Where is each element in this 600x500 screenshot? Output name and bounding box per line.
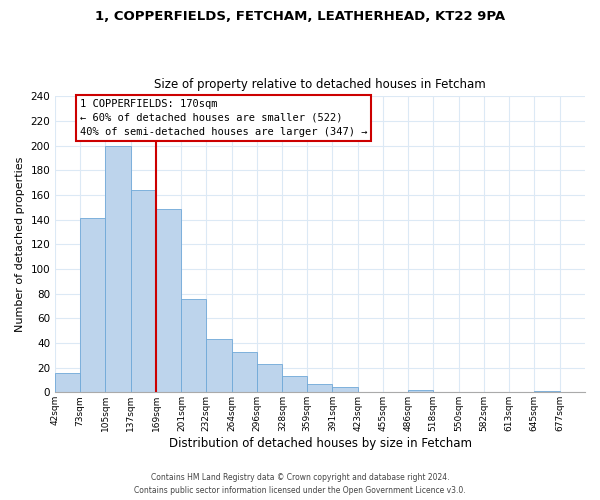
Bar xyxy=(55,372,80,392)
Bar xyxy=(181,298,206,392)
Title: Size of property relative to detached houses in Fetcham: Size of property relative to detached ho… xyxy=(154,78,486,91)
Bar xyxy=(131,190,156,392)
Text: Contains HM Land Registry data © Crown copyright and database right 2024.
Contai: Contains HM Land Registry data © Crown c… xyxy=(134,473,466,495)
Y-axis label: Number of detached properties: Number of detached properties xyxy=(15,156,25,332)
Bar xyxy=(408,390,433,392)
Text: 1 COPPERFIELDS: 170sqm
← 60% of detached houses are smaller (522)
40% of semi-de: 1 COPPERFIELDS: 170sqm ← 60% of detached… xyxy=(80,99,367,137)
Bar xyxy=(232,352,257,393)
Bar xyxy=(332,388,358,392)
Bar xyxy=(206,340,232,392)
Bar xyxy=(105,146,131,392)
Bar xyxy=(80,218,105,392)
Text: 1, COPPERFIELDS, FETCHAM, LEATHERHEAD, KT22 9PA: 1, COPPERFIELDS, FETCHAM, LEATHERHEAD, K… xyxy=(95,10,505,23)
X-axis label: Distribution of detached houses by size in Fetcham: Distribution of detached houses by size … xyxy=(169,437,472,450)
Bar xyxy=(307,384,332,392)
Bar xyxy=(156,208,181,392)
Bar xyxy=(534,391,560,392)
Bar xyxy=(257,364,283,392)
Bar xyxy=(283,376,307,392)
